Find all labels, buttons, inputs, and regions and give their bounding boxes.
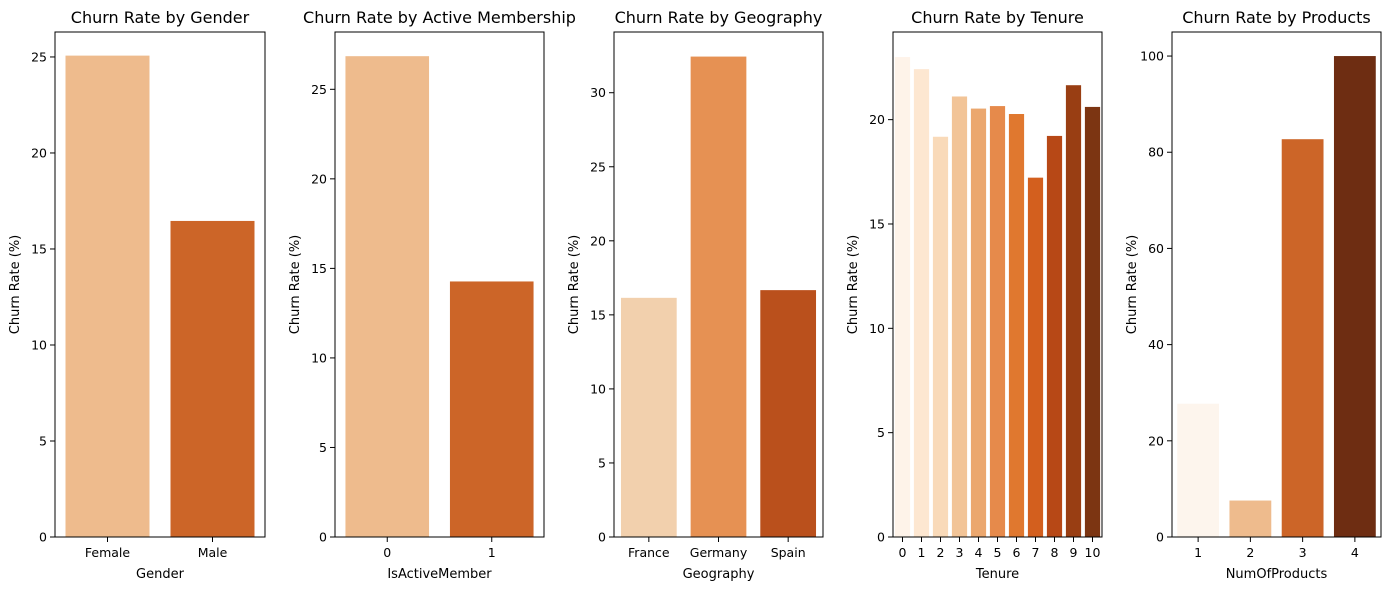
y-tick-label: 10 (590, 381, 606, 396)
chart-panel-1: 0 5 10 15 20 25 Female Male Churn Rate by Gender… (8, 8, 266, 582)
y-tick-label: 20 (590, 233, 606, 248)
y-tick-label: 5 (598, 455, 606, 470)
y-tick-label: 25 (31, 49, 47, 64)
bar-1 (913, 69, 930, 537)
bar-1 (449, 281, 534, 537)
x-tick-label: Spain (771, 545, 806, 560)
x-tick-label: 5 (994, 545, 1002, 560)
y-tick-label: 5 (877, 425, 885, 440)
y-tick-label: 80 (1148, 145, 1164, 160)
chart-title: Churn Rate by Products (1182, 8, 1371, 27)
bar-8 (1046, 135, 1063, 538)
y-tick-label: 25 (311, 82, 327, 97)
bar-2 (1229, 500, 1272, 537)
chart-title: Churn Rate by Active Membership (303, 8, 576, 27)
bar-3 (951, 96, 968, 537)
x-axis-label: Gender (136, 567, 185, 582)
bar-6 (1008, 114, 1025, 537)
x-tick-label: Germany (690, 545, 748, 560)
bar-1 (1177, 403, 1220, 537)
y-tick-label: 5 (39, 433, 47, 448)
y-tick-label: 30 (590, 85, 606, 100)
y-tick-label: 10 (311, 350, 327, 365)
bar-France (620, 297, 677, 537)
y-axis-label: Churn Rate (%) (288, 235, 303, 334)
x-axis-label: IsActiveMember (387, 567, 492, 582)
bar-5 (989, 106, 1006, 537)
chart-title: Churn Rate by Gender (71, 8, 250, 27)
x-tick-label: 9 (1070, 545, 1078, 560)
y-tick-label: 100 (1140, 49, 1164, 64)
y-tick-label: 40 (1148, 337, 1164, 352)
x-tick-label: 4 (975, 545, 983, 560)
y-tick-label: 15 (311, 261, 327, 276)
y-tick-label: 25 (590, 159, 606, 174)
chart-panel-3: 0 5 10 15 20 25 30 France Germany Spain Churn Rate… (567, 8, 824, 582)
x-tick-label: 2 (1246, 545, 1254, 560)
y-tick-label: 10 (869, 321, 885, 336)
y-tick-label: 5 (319, 440, 327, 455)
y-tick-label: 0 (319, 530, 327, 545)
x-axis-label: Tenure (975, 567, 1019, 582)
y-axis-label: Churn Rate (%) (846, 235, 861, 334)
y-tick-label: 15 (869, 216, 885, 231)
x-tick-label: 1 (918, 545, 926, 560)
x-axis-label: NumOfProducts (1226, 567, 1328, 582)
bar-Spain (760, 290, 817, 537)
x-tick-label: 4 (1351, 545, 1359, 560)
bar-9 (1065, 85, 1082, 538)
x-tick-label: 1 (1194, 545, 1202, 560)
chart-title: Churn Rate by Tenure (911, 8, 1084, 27)
plot-frame (334, 31, 545, 538)
bar-Female (65, 55, 150, 538)
x-tick-label: France (628, 545, 670, 560)
x-tick-label: Female (85, 545, 131, 560)
y-tick-label: 60 (1148, 241, 1164, 256)
x-tick-label: 1 (488, 545, 496, 560)
bar-2 (932, 136, 949, 537)
bar-7 (1027, 177, 1044, 537)
x-tick-label: Male (198, 545, 228, 560)
x-tick-label: 7 (1032, 545, 1040, 560)
bar-4 (970, 108, 987, 537)
bar-4 (1333, 56, 1376, 538)
y-tick-label: 20 (31, 145, 47, 160)
x-tick-label: 2 (937, 545, 945, 560)
y-tick-label: 20 (1148, 433, 1164, 448)
chart-title: Churn Rate by Geography (615, 8, 823, 27)
plot-frame (1171, 31, 1382, 538)
y-tick-label: 15 (31, 241, 47, 256)
chart-panel-2: 0 5 10 15 20 25 0 1 Churn Rate by Active Members… (288, 8, 576, 582)
bar-Male (170, 220, 255, 537)
y-tick-label: 0 (1156, 530, 1164, 545)
chart-panel-5: 0 20 40 60 80 100 1 2 3 4 Churn Rate by Products Nu… (1125, 8, 1382, 582)
y-tick-label: 15 (590, 307, 606, 322)
bar-0 (345, 56, 430, 538)
x-tick-label: 6 (1013, 545, 1021, 560)
x-tick-label: 0 (899, 545, 907, 560)
y-tick-label: 0 (598, 530, 606, 545)
x-axis-label: Geography (683, 567, 755, 582)
bar-3 (1281, 139, 1324, 537)
y-tick-label: 0 (39, 530, 47, 545)
y-tick-label: 20 (311, 171, 327, 186)
bar-0 (894, 57, 911, 537)
x-tick-label: 10 (1085, 545, 1101, 560)
x-tick-label: 8 (1051, 545, 1059, 560)
y-tick-label: 20 (869, 112, 885, 127)
y-axis-label: Churn Rate (%) (8, 235, 23, 334)
y-axis-label: Churn Rate (%) (1125, 235, 1140, 334)
bar-10 (1084, 106, 1101, 538)
plot-frame (54, 31, 266, 538)
x-tick-label: 3 (956, 545, 964, 560)
x-tick-label: 0 (383, 545, 391, 560)
x-tick-label: 3 (1299, 545, 1307, 560)
bar-Germany (690, 56, 747, 537)
y-tick-label: 10 (31, 337, 47, 352)
y-tick-label: 0 (877, 530, 885, 545)
y-axis-label: Churn Rate (%) (567, 235, 582, 334)
